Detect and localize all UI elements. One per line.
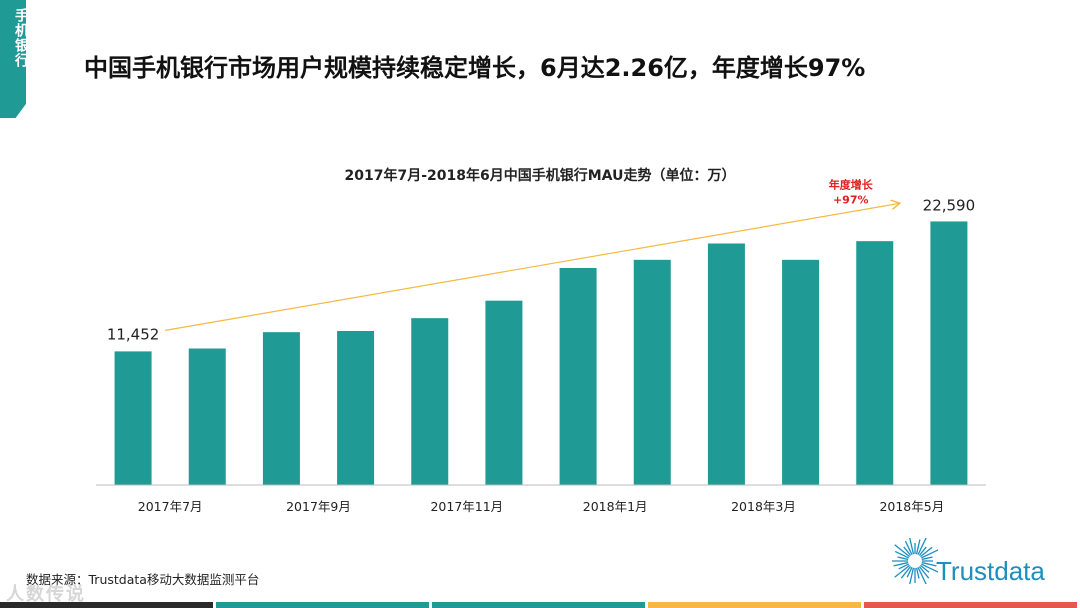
data-label-last: 22,590 xyxy=(923,196,976,214)
bar-2018年6月 xyxy=(930,221,968,485)
x-tick-label: 2017年7月 xyxy=(138,499,203,514)
bottom-color-bar xyxy=(0,602,1080,608)
bar-2018年2月 xyxy=(633,259,671,485)
trend-arrow xyxy=(164,203,899,331)
side-tab-label: 手机银行 xyxy=(13,8,29,68)
bar-2017年11月 xyxy=(411,318,449,485)
x-tick-label: 2018年3月 xyxy=(731,499,796,514)
growth-annotation-value: +97% xyxy=(833,193,869,206)
bottom-bar-segment xyxy=(0,602,213,608)
bar-2018年4月 xyxy=(782,259,820,485)
watermark: 人数传说 xyxy=(6,584,86,605)
growth-annotation-title: 年度增长 xyxy=(829,177,874,191)
data-source: 数据来源：Trustdata移动大数据监测平台 xyxy=(26,572,260,587)
x-tick-label: 2017年11月 xyxy=(430,499,503,514)
bottom-bar-segment xyxy=(216,602,429,608)
logo-text: Trustdata xyxy=(936,556,1045,586)
bar-2017年9月 xyxy=(262,332,300,485)
bar-2018年1月 xyxy=(559,268,597,485)
bar-2018年5月 xyxy=(856,241,894,485)
bar-2017年10月 xyxy=(337,331,375,485)
trustdata-logo-icon xyxy=(892,538,938,584)
bottom-bar-segment xyxy=(648,602,861,608)
bar-2017年7月 xyxy=(114,351,152,485)
chart-title: 2017年7月-2018年6月中国手机银行MAU走势（单位：万） xyxy=(344,168,736,184)
bar-2018年3月 xyxy=(707,243,745,485)
page-title: 中国手机银行市场用户规模持续稳定增长，6月达2.26亿，年度增长97% xyxy=(84,54,866,82)
bar-2017年8月 xyxy=(188,348,226,485)
x-tick-label: 2018年5月 xyxy=(879,499,944,514)
bottom-bar-segment xyxy=(864,602,1077,608)
side-tab: 手机银行 xyxy=(0,0,26,118)
x-tick-label: 2017年9月 xyxy=(286,499,351,514)
data-label-first: 11,452 xyxy=(107,325,160,343)
x-tick-label: 2018年1月 xyxy=(583,499,648,514)
bottom-bar-segment xyxy=(432,602,645,608)
bar-2017年12月 xyxy=(485,300,523,485)
